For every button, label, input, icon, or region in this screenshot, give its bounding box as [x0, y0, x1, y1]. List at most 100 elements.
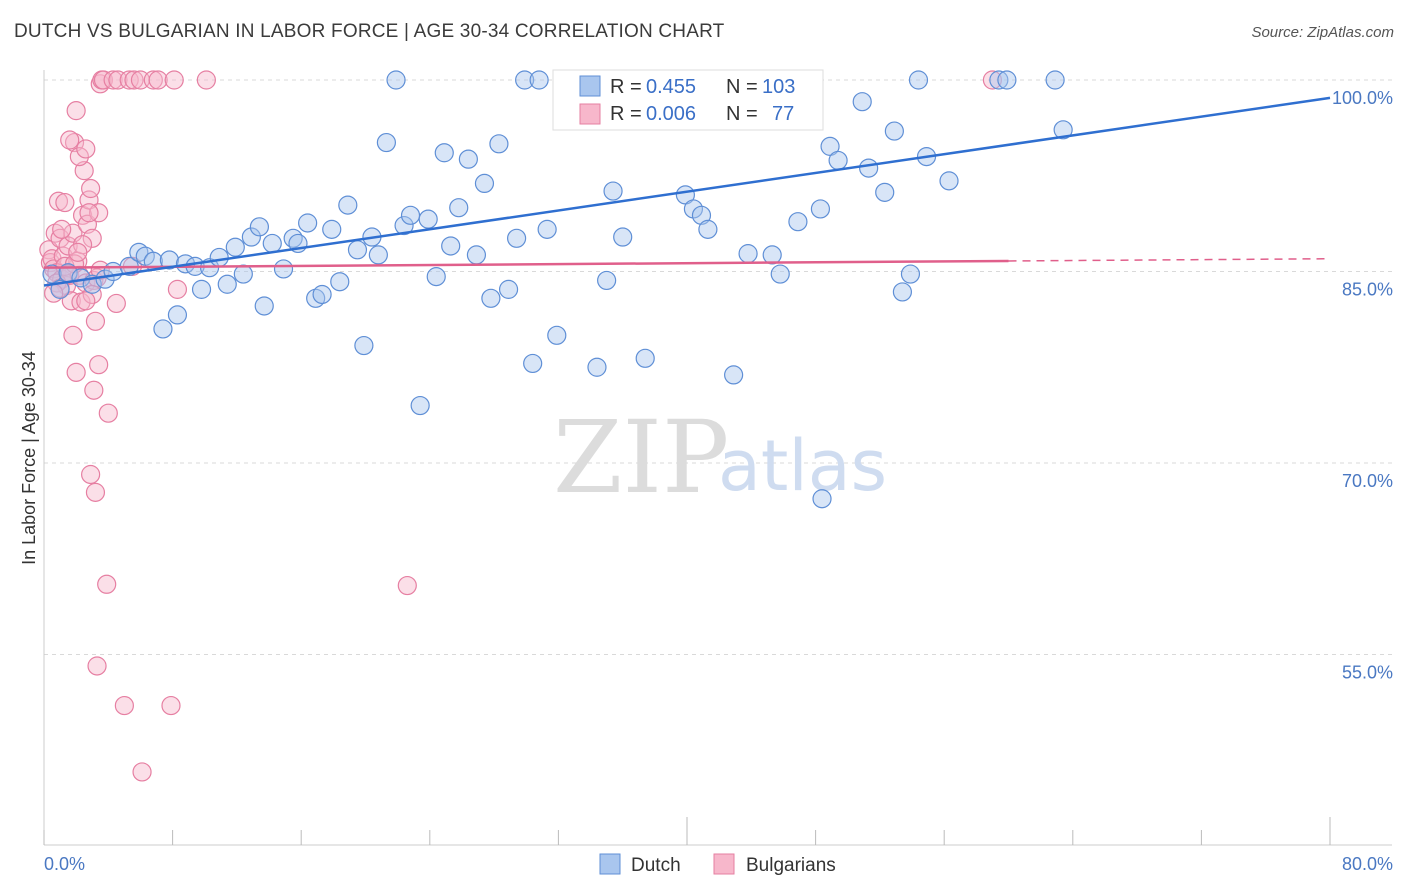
bulgarians-point	[119, 70, 139, 90]
legend-dutch-n-label: N =	[726, 76, 758, 98]
dutch-point	[515, 70, 535, 90]
dutch-point	[159, 250, 179, 270]
dutch-point	[498, 279, 519, 299]
bulgarians-point	[164, 70, 184, 90]
dutch-point	[167, 305, 188, 325]
y-tick-label: 70.0%	[1342, 471, 1393, 491]
bulgarians-point	[81, 178, 101, 199]
bottom-legend-dutch-swatch	[599, 853, 621, 875]
dutch-point	[458, 149, 478, 169]
legend-dutch-swatch	[579, 75, 601, 97]
dutch-point	[738, 244, 758, 264]
bulgarians-point	[982, 70, 1003, 90]
dutch-point	[386, 70, 406, 90]
dutch-point	[368, 245, 388, 265]
bulgarians-point	[85, 482, 106, 502]
dutch-point	[418, 209, 438, 229]
dutch-point	[410, 395, 430, 416]
dutch-point	[312, 284, 332, 305]
dutch-point	[770, 264, 790, 284]
bulgarians-point	[89, 203, 109, 223]
dutch-point	[298, 213, 318, 233]
watermark-atlas: atlas	[718, 425, 887, 507]
chart-title: DUTCH VS BULGARIAN IN LABOR FORCE | AGE …	[14, 21, 725, 42]
bulgarians-point	[76, 291, 96, 311]
dutch-point	[338, 195, 358, 215]
bulgarians-point	[124, 70, 144, 90]
dutch-point	[347, 240, 368, 260]
bulgarians-point	[103, 70, 123, 90]
dutch-point	[262, 233, 282, 254]
dutch-point	[1053, 120, 1073, 140]
trend-lines	[43, 96, 1331, 287]
legend-bulg-n-value: 77	[772, 103, 794, 125]
dutch-point	[691, 205, 712, 225]
axes-layer: 55.0% 70.0% 85.0% 100.0%	[43, 70, 1393, 846]
x-tick-label-max: 80.0%	[1342, 854, 1393, 874]
legend-bulg-r-label: R =	[610, 103, 642, 125]
bulgarians-point	[58, 236, 78, 256]
bottom-legend-bulg-swatch	[713, 853, 735, 875]
dutch-point	[217, 274, 237, 294]
dutch-point	[376, 132, 396, 153]
dutch-point	[434, 143, 454, 163]
legend-bulg-r-value: 0.006	[646, 103, 696, 125]
dutch-point	[698, 219, 718, 239]
dutch-point	[191, 279, 212, 299]
bulgarians-point	[106, 293, 126, 314]
dutch-point	[828, 150, 848, 171]
bulgarians-point	[196, 70, 216, 90]
dutch-point	[225, 237, 245, 257]
bulgarians-point	[89, 355, 109, 375]
dutch-point	[908, 70, 929, 90]
bottom-legend-dutch-label: Dutch	[631, 855, 681, 876]
bulgarians-point	[66, 101, 86, 121]
bulgarians-point	[97, 574, 117, 594]
bulgarians-point	[167, 279, 188, 299]
bulgarians-point	[143, 70, 163, 90]
watermark: ZIP atlas	[553, 399, 887, 516]
legend-bulg-n-label: N =	[726, 103, 758, 125]
dutch-point	[449, 198, 469, 218]
dutch-point	[153, 319, 173, 339]
dutch-point	[939, 171, 959, 191]
dutch-point	[507, 228, 527, 248]
bulgarians-point	[63, 325, 83, 345]
dutch-point	[354, 335, 374, 356]
dutch-point	[812, 489, 832, 509]
dutch-point	[613, 227, 633, 247]
bulgarians-point	[108, 70, 128, 90]
source-label: Source: ZipAtlas.com	[1251, 24, 1394, 41]
dutch-point	[233, 264, 253, 284]
dutch-point	[603, 181, 623, 201]
bulgarians-point	[82, 228, 102, 248]
dutch-point	[852, 92, 872, 112]
dutch-point	[466, 245, 487, 265]
bulgarians-point	[48, 191, 69, 211]
dutch-point	[762, 245, 782, 265]
dutch-point	[997, 70, 1017, 90]
legend-dutch-n-value: 103	[762, 76, 795, 98]
bulgarians-trend-line	[43, 259, 1009, 269]
dutch-point	[474, 173, 495, 194]
dutch-point	[322, 219, 342, 239]
dutch-point	[875, 182, 895, 202]
dutch-point	[42, 264, 62, 284]
dutch-point	[587, 357, 607, 377]
bulgarians-point	[397, 575, 417, 596]
bulgarians-point	[52, 219, 72, 239]
dutch-point	[209, 247, 229, 268]
bulgarians-point	[69, 147, 89, 167]
bottom-legend-bulg-label: Bulgarians	[746, 855, 836, 876]
dutch-point	[441, 236, 461, 256]
dutch-point	[900, 264, 921, 284]
bulgarians-point	[60, 130, 80, 150]
bulgarians-point	[114, 695, 134, 716]
bulgarians-point	[87, 656, 107, 676]
bulgarians-point	[76, 139, 96, 159]
dutch-point	[724, 365, 744, 385]
dutch-point	[330, 272, 350, 292]
y-axis-label: In Labor Force | Age 30-34	[19, 351, 39, 565]
dutch-point	[249, 217, 270, 237]
